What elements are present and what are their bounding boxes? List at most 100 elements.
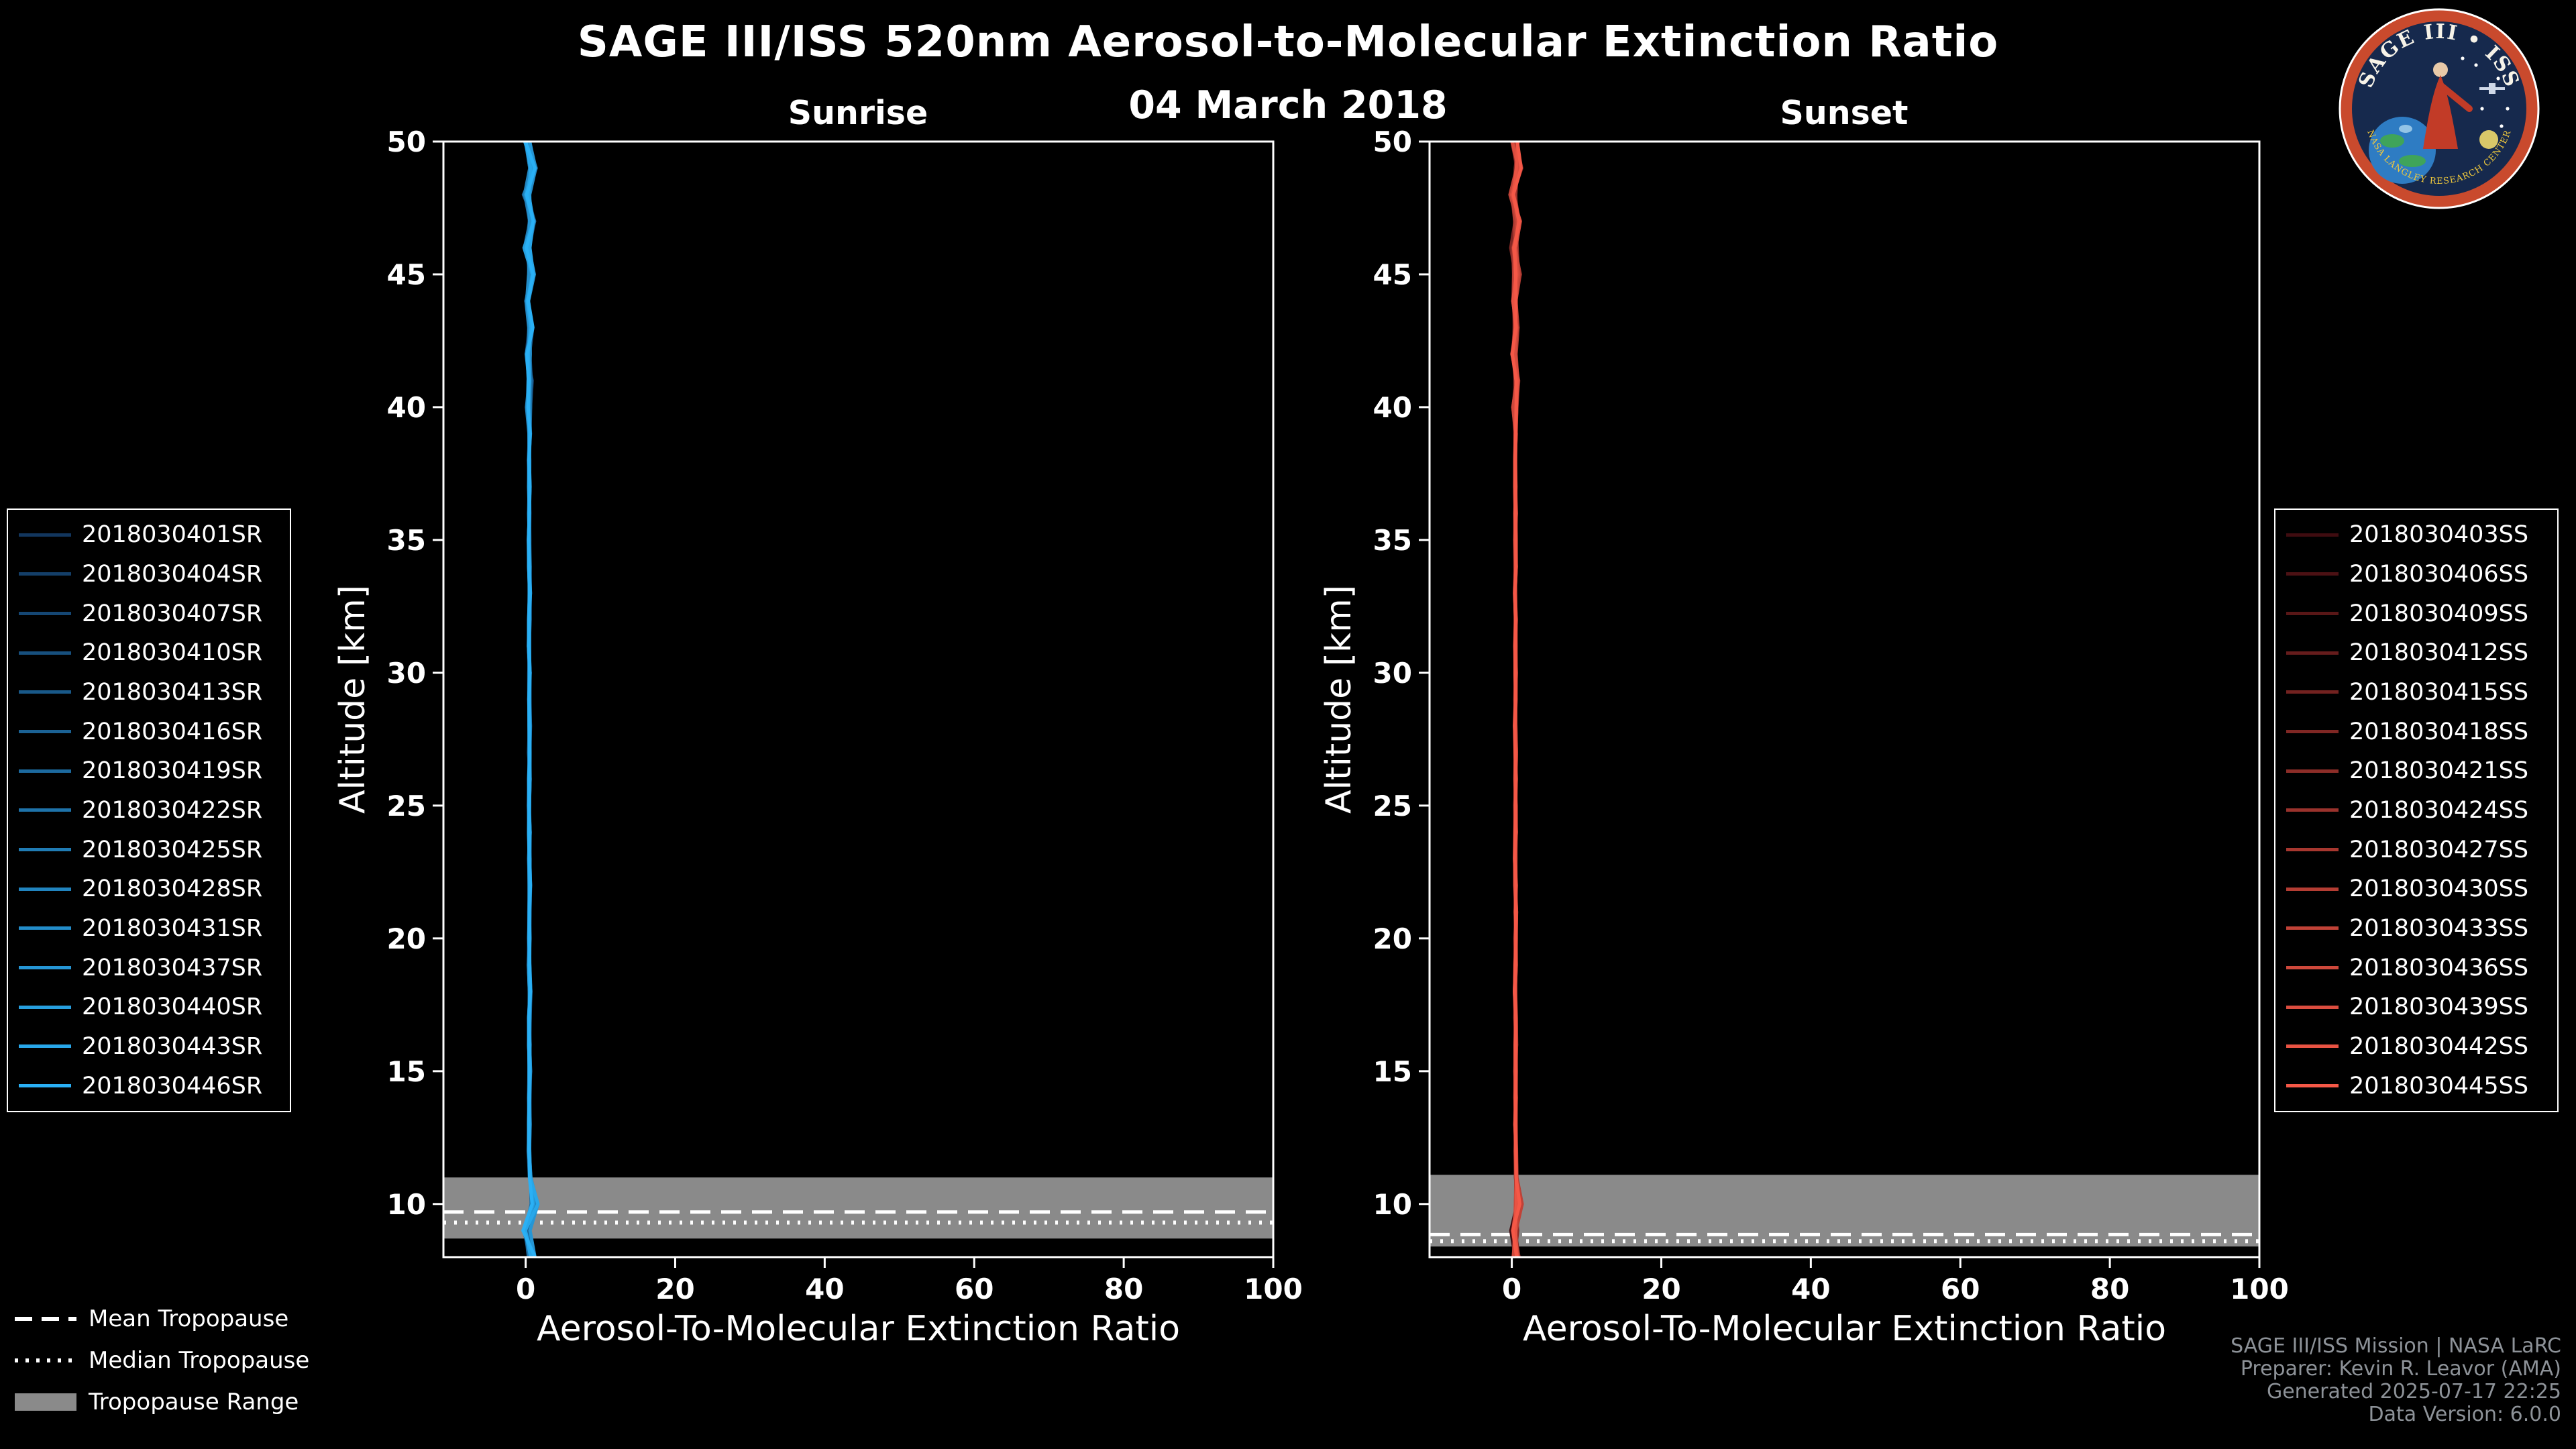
series-label: 2018030439SS: [2349, 994, 2529, 1021]
profile-lines: [1508, 142, 1524, 1257]
legend-item-median-tropopause: Median Tropopause: [15, 1347, 309, 1374]
series-label: 2018030443SR: [82, 1032, 263, 1060]
plot-border: [1428, 140, 2261, 1258]
logo-iss-satellite: [2479, 83, 2505, 94]
x-tick-label: 20: [1642, 1273, 1680, 1305]
y-tick-label: 30: [1373, 657, 1412, 690]
legend-item: 2018030407SR: [8, 600, 290, 627]
logo-outer-rim: [2339, 8, 2540, 209]
series-label: 2018030416SR: [82, 718, 263, 745]
series-color-swatch: [2286, 690, 2339, 694]
legend-item: 2018030419SR: [8, 757, 290, 784]
legend-item: 2018030401SR: [8, 521, 290, 548]
y-tick-label: 10: [1373, 1188, 1412, 1221]
x-tick-label: 0: [1502, 1273, 1521, 1305]
y-tick-label: 30: [387, 657, 426, 690]
x-tick-label: 60: [1941, 1273, 1980, 1305]
legend-item: 2018030427SS: [2275, 837, 2557, 863]
x-axis-label: Aerosol-To-Molecular Extinction Ratio: [1523, 1309, 2166, 1349]
series-color-swatch: [2286, 572, 2339, 576]
series-color-swatch: [2286, 1005, 2339, 1009]
legend-item: 2018030415SS: [2275, 679, 2557, 706]
series-color-swatch: [2286, 848, 2339, 852]
logo-stars: [2461, 56, 2510, 128]
series-label: 2018030422SR: [82, 796, 263, 824]
x-axis-label: Aerosol-To-Molecular Extinction Ratio: [537, 1309, 1180, 1349]
x-tick-label: 60: [955, 1273, 994, 1305]
legend-item: 2018030403SS: [2275, 521, 2557, 548]
y-tick-label: 20: [387, 922, 426, 955]
credits-generated: Generated 2025-07-17 22:25: [2266, 1380, 2561, 1403]
y-tick-label: 25: [1373, 790, 1412, 822]
y-tick-label: 20: [1373, 922, 1412, 955]
panel-title-sunset: Sunset: [1780, 94, 1909, 132]
figure-title: SAGE III/ISS 520nm Aerosol-to-Molecular …: [577, 17, 1999, 67]
series-color-swatch: [19, 769, 71, 773]
series-color-swatch: [19, 651, 71, 655]
median-tropopause-dotted-swatch: [15, 1356, 76, 1364]
legend-sunset-events: 2018030403SS 2018030406SS 2018030409SS 2018…: [2274, 508, 2559, 1112]
y-axis-label: Altitude [km]: [333, 585, 373, 814]
legend-item: 2018030430SS: [2275, 875, 2557, 902]
y-tick-label: 35: [387, 524, 426, 557]
series-label: 2018030406SS: [2349, 560, 2529, 588]
legend-item: 2018030428SR: [8, 875, 290, 902]
y-tick-label: 40: [1373, 391, 1412, 424]
series-label: 2018030424SS: [2349, 796, 2529, 824]
profile-line-2018030446SR: [521, 142, 537, 1257]
mean-tropopause-label: Mean Tropopause: [89, 1305, 289, 1332]
series-label: 2018030415SS: [2349, 678, 2529, 706]
y-tick-label: 25: [387, 790, 426, 822]
series-label: 2018030403SS: [2349, 521, 2529, 549]
legend-item: 2018030412SS: [2275, 639, 2557, 666]
series-color-swatch: [2286, 926, 2339, 930]
series-label: 2018030427SS: [2349, 836, 2529, 863]
y-tick-label: 45: [1373, 258, 1412, 291]
x-tick-label: 0: [516, 1273, 535, 1305]
legend-item: 2018030446SR: [8, 1073, 290, 1099]
x-tick-label: 40: [805, 1273, 844, 1305]
credits-block: SAGE III/ISS Mission | NASA LaRC Prepare…: [2231, 1335, 2561, 1426]
x-tick-label: 100: [1244, 1273, 1303, 1305]
series-color-swatch: [2286, 651, 2339, 655]
series-label: 2018030446SR: [82, 1072, 263, 1099]
series-color-swatch: [2286, 1084, 2339, 1088]
tropopause-range-band: [443, 1177, 1273, 1239]
y-tick-label: 10: [387, 1188, 426, 1221]
series-label: 2018030410SR: [82, 639, 263, 667]
y-tick-label: 40: [387, 391, 426, 424]
x-tick-label: 20: [655, 1273, 694, 1305]
sage-iss-logo: SAGE III • ISS NASA LANGLEY RESEARCH CEN…: [2339, 8, 2540, 209]
tropopause-range-swatch: [15, 1392, 76, 1412]
series-label: 2018030436SS: [2349, 954, 2529, 981]
series-label: 2018030433SS: [2349, 914, 2529, 942]
logo-moon: [2479, 130, 2498, 149]
series-color-swatch: [2286, 533, 2339, 537]
legend-item: 2018030445SS: [2275, 1073, 2557, 1099]
series-label: 2018030401SR: [82, 521, 263, 549]
series-color-swatch: [2286, 612, 2339, 616]
y-axis-label: Altitude [km]: [1319, 585, 1359, 814]
series-color-swatch: [19, 1084, 71, 1088]
x-tick-label: 80: [2090, 1273, 2129, 1305]
series-label: 2018030431SR: [82, 914, 263, 942]
legend-item: 2018030421SS: [2275, 757, 2557, 784]
series-color-swatch: [19, 572, 71, 576]
legend-item: 2018030440SR: [8, 994, 290, 1020]
series-label: 2018030404SR: [82, 560, 263, 588]
credits-mission: SAGE III/ISS Mission | NASA LaRC: [2231, 1334, 2561, 1358]
series-color-swatch: [19, 1005, 71, 1009]
figure-date: 04 March 2018: [1128, 83, 1448, 127]
legend-item: 2018030410SR: [8, 639, 290, 666]
series-label: 2018030412SS: [2349, 639, 2529, 667]
series-color-swatch: [19, 808, 71, 812]
series-color-swatch: [19, 887, 71, 891]
series-color-swatch: [19, 612, 71, 616]
mean-tropopause-dashed-swatch: [15, 1315, 76, 1323]
legend-item: 2018030431SR: [8, 915, 290, 942]
legend-item: 2018030413SR: [8, 679, 290, 706]
logo-earth: [2369, 117, 2436, 184]
panel-title-sunrise: Sunrise: [788, 94, 928, 132]
series-label: 2018030407SR: [82, 600, 263, 627]
